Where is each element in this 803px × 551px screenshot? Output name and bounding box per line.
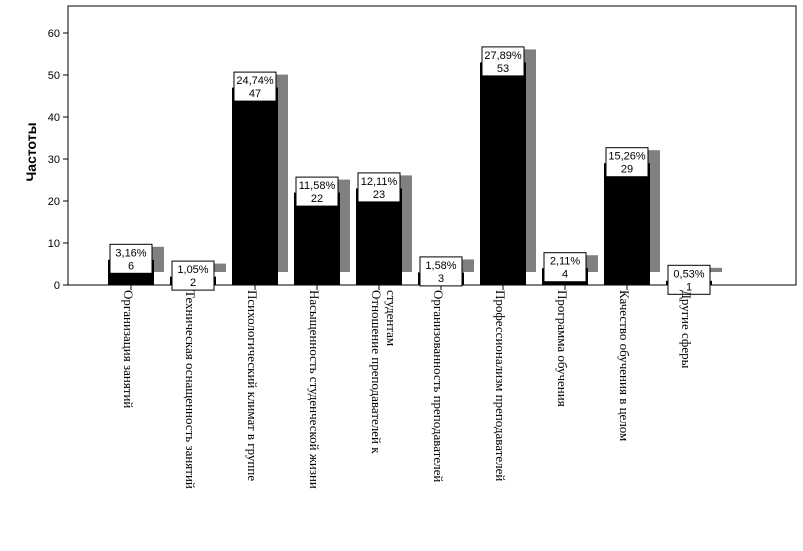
y-tick-label: 60 <box>48 28 60 40</box>
category-label: Другие сферы <box>679 290 694 369</box>
category-label: Техническая оснащенность занятий <box>183 290 198 489</box>
data-label-count: 1 <box>686 281 692 293</box>
data-label-count: 29 <box>621 164 633 176</box>
category-label: Организованность преподавателей <box>431 290 446 482</box>
category-label-line: Отношение преподавателей к <box>369 290 384 454</box>
category-label: Насыщенность студенческой жизни <box>307 290 322 489</box>
data-label-percent: 27,89% <box>484 50 522 62</box>
data-label-box <box>357 172 401 203</box>
y-tick-label: 30 <box>48 154 60 166</box>
category-label-line: Программа обучения <box>555 290 570 407</box>
category-label-line: Организованность преподавателей <box>431 290 446 482</box>
y-tick-label: 20 <box>48 196 60 208</box>
data-label-box <box>605 147 649 178</box>
data-label-count: 47 <box>249 88 261 100</box>
y-axis-title: Частоты <box>23 122 39 181</box>
data-label-count: 22 <box>311 193 323 205</box>
category-label-line: Психологический климат в группе <box>245 290 260 481</box>
bar <box>356 188 402 285</box>
data-label-percent: 15,26% <box>608 151 646 163</box>
data-label-percent: 1,58% <box>425 260 456 272</box>
y-tick-label: 0 <box>54 280 60 292</box>
data-label-percent: 24,74% <box>236 75 274 87</box>
data-label-box <box>481 46 525 77</box>
data-label-count: 2 <box>190 277 196 289</box>
data-label-count: 6 <box>128 260 134 272</box>
category-label: Психологический климат в группе <box>245 290 260 481</box>
bar <box>604 163 650 285</box>
data-label-box <box>667 264 711 295</box>
category-layer: Организация занятий Техническая оснащенно… <box>121 290 694 489</box>
data-label-percent: 1,05% <box>177 264 208 276</box>
data-label-box <box>109 243 153 274</box>
data-label-box <box>543 252 587 283</box>
data-label-count: 23 <box>373 189 385 201</box>
data-label-percent: 11,58% <box>299 180 336 192</box>
category-label: Качество обучения в целом <box>617 290 632 441</box>
bar-layer <box>108 62 712 286</box>
y-tick-label: 40 <box>48 112 60 124</box>
data-label-percent: 3,16% <box>115 247 146 259</box>
data-label-count: 3 <box>438 273 444 285</box>
category-label: Программа обучения <box>555 290 570 407</box>
category-label: Отношение преподавателей к студентам <box>369 290 399 454</box>
bar <box>294 192 340 285</box>
plot-frame <box>67 5 797 286</box>
data-label-box <box>233 71 277 102</box>
category-label-line: Организация занятий <box>121 290 136 408</box>
data-label-box <box>171 260 215 291</box>
data-label-percent: 0,53% <box>673 268 704 280</box>
category-label-line: студентам <box>384 290 399 346</box>
data-label-percent: 12,11% <box>361 176 398 188</box>
label-layer: 3,16%6 1,05%224,74%4711,58%2212,11%231,58… <box>109 46 711 295</box>
category-label-line: Качество обучения в целом <box>617 290 632 441</box>
category-label: Организация занятий <box>121 290 136 408</box>
category-label-line: Профессионализм преподавателей <box>493 290 508 481</box>
category-label-line: Насыщенность студенческой жизни <box>307 290 322 489</box>
category-label: Профессионализм преподавателей <box>493 290 508 481</box>
data-label-count: 53 <box>497 63 509 75</box>
y-tick-label: 10 <box>48 238 60 250</box>
bar <box>480 62 526 286</box>
data-label-count: 4 <box>562 269 568 281</box>
data-label-percent: 2,11% <box>550 256 581 268</box>
data-label-box <box>295 176 339 207</box>
y-tick-label: 50 <box>48 70 60 82</box>
category-label-line: Техническая оснащенность занятий <box>183 290 198 489</box>
data-label-box <box>419 256 463 287</box>
category-label-line: Другие сферы <box>679 290 694 369</box>
bar <box>232 87 278 285</box>
